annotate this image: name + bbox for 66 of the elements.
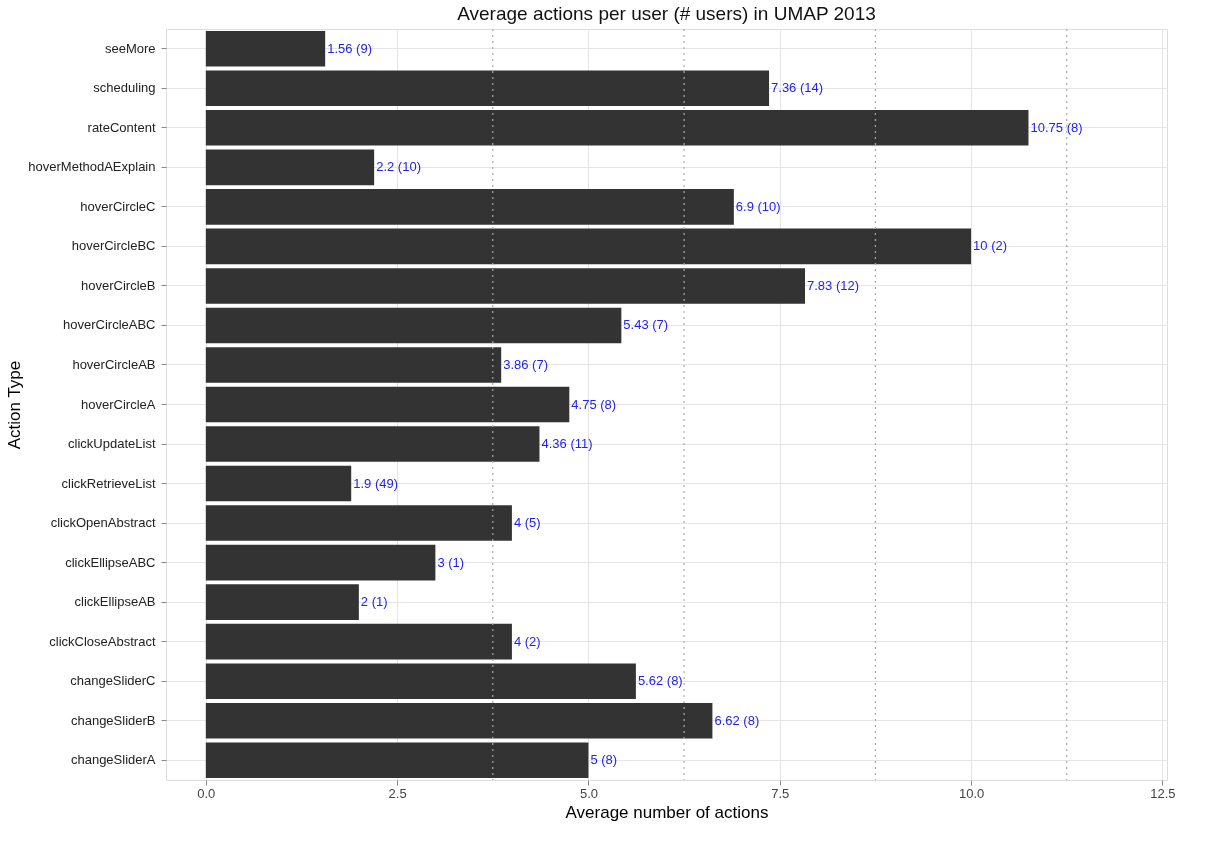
y-tick-label: clickUpdateList — [68, 436, 156, 452]
data-label: 3.86 (7) — [503, 356, 549, 372]
y-tick-label: clickCloseAbstract — [49, 633, 156, 649]
data-label: 6.9 (10) — [735, 198, 781, 214]
y-tick-label: hoverCircleC — [80, 198, 156, 214]
bar — [205, 663, 636, 699]
y-tick-label: clickEllipseABC — [65, 554, 156, 570]
data-label: 3 (1) — [437, 554, 465, 570]
y-tick-label: hoverCircleAB — [72, 356, 156, 372]
data-label: 10 (2) — [973, 238, 1008, 254]
y-tick-label: hoverMethodAExplain — [28, 159, 156, 175]
y-tick-label: clickRetrieveList — [61, 475, 156, 491]
data-label: 4 (5) — [513, 515, 541, 531]
y-tick-label: hoverCircleBC — [71, 238, 156, 254]
data-label: 5.62 (8) — [637, 673, 683, 689]
data-label: 1.56 (9) — [327, 40, 372, 56]
data-label: 5 (8) — [590, 752, 618, 768]
bar — [205, 544, 436, 581]
y-axis-title: Action Type — [5, 360, 25, 450]
x-tick-label: 10.0 — [958, 785, 985, 801]
bar — [205, 347, 502, 383]
bar — [205, 110, 1029, 146]
bar — [205, 149, 375, 186]
bar — [205, 623, 512, 660]
y-tick-label: rateContent — [87, 119, 156, 135]
bar — [205, 30, 326, 67]
bar — [205, 70, 770, 107]
x-tick-label: 5.0 — [579, 785, 598, 801]
x-tick-label: 0.0 — [197, 785, 216, 801]
bar — [205, 702, 713, 739]
data-label: 7.36 (14) — [771, 80, 824, 96]
y-tick-label: clickOpenAbstract — [50, 515, 156, 531]
data-label: 10.75 (8) — [1030, 119, 1083, 135]
bar — [205, 465, 352, 502]
data-label: 6.62 (8) — [714, 712, 760, 728]
y-tick-label: changeSliderA — [70, 752, 156, 768]
y-tick-label: hoverCircleB — [81, 277, 156, 293]
y-tick-label: clickEllipseAB — [74, 594, 156, 610]
x-axis-title: Average number of actions — [565, 802, 769, 822]
data-label: 7.83 (12) — [807, 277, 860, 293]
bar — [205, 268, 806, 304]
bar — [205, 505, 512, 541]
bar — [205, 584, 359, 620]
data-label: 2 (1) — [360, 594, 388, 610]
bar — [205, 228, 972, 265]
data-label: 4.75 (8) — [571, 396, 617, 412]
bar — [205, 426, 540, 462]
y-tick-label: scheduling — [93, 80, 156, 96]
y-tick-label: changeSliderB — [70, 712, 156, 728]
y-tick-label: seeMore — [104, 40, 156, 56]
bar — [205, 307, 622, 344]
data-label: 1.9 (49) — [353, 475, 399, 491]
data-label: 2.2 (10) — [376, 159, 421, 175]
y-tick-label: changeSliderC — [70, 673, 156, 689]
x-tick-label: 2.5 — [388, 785, 407, 801]
y-tick-label: hoverCircleABC — [63, 317, 156, 333]
x-tick-label: 7.5 — [771, 785, 790, 801]
x-tick-label: 12.5 — [1150, 785, 1176, 801]
bar — [205, 189, 734, 225]
bar — [205, 742, 589, 779]
data-label: 5.43 (7) — [623, 317, 669, 333]
y-tick-label: hoverCircleA — [81, 396, 156, 412]
bar — [205, 386, 570, 423]
chart-title: Average actions per user (# users) in UMAP 2013 — [457, 3, 876, 25]
data-label: 4 (2) — [513, 633, 541, 649]
data-label: 4.36 (11) — [541, 436, 593, 452]
